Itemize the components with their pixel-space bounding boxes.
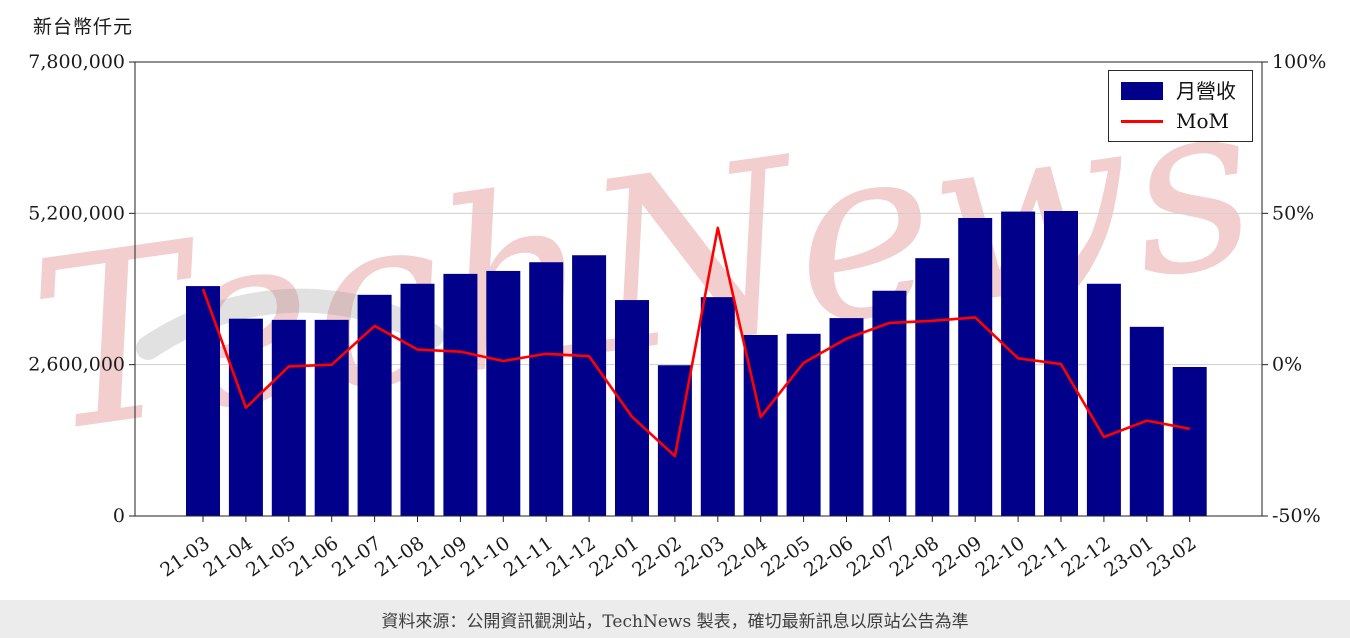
- y-axis-unit-label: 新台幣仟元: [33, 16, 134, 38]
- x-axis-label: 22-04: [714, 532, 771, 581]
- left-axis-label: 7,800,000: [28, 51, 125, 73]
- right-axis-label: 50%: [1272, 202, 1314, 224]
- x-axis-label: 22-09: [929, 532, 986, 581]
- revenue-bar: [1086, 283, 1121, 516]
- revenue-bar: [486, 270, 521, 516]
- revenue-bar: [829, 318, 864, 516]
- x-axis-label: 23-01: [1100, 532, 1157, 581]
- revenue-bar: [1001, 211, 1036, 517]
- x-axis-label: 21-12: [542, 532, 599, 581]
- source-footer: 資料來源：公開資訊觀測站，TechNews 製表，確切最新訊息以原站公告為準: [0, 600, 1350, 638]
- x-axis-label: 22-08: [886, 532, 943, 581]
- revenue-bar: [615, 300, 649, 516]
- x-axis-label: 22-12: [1057, 532, 1114, 581]
- x-axis-label: 21-03: [156, 532, 213, 581]
- revenue-bar: [400, 283, 435, 516]
- revenue-bar: [529, 262, 564, 516]
- x-axis-label: 22-11: [1014, 532, 1071, 581]
- revenue-bar: [357, 294, 392, 516]
- x-axis-label: 22-10: [971, 532, 1028, 581]
- x-axis-label: 21-06: [285, 532, 342, 581]
- left-axis-label: 0: [113, 505, 125, 527]
- x-axis-label: 21-05: [242, 532, 299, 581]
- x-axis-label: 21-11: [500, 532, 557, 581]
- revenue-bar: [872, 290, 907, 516]
- legend-label-revenue: 月營收: [1176, 79, 1236, 103]
- x-axis-label: 21-08: [371, 532, 428, 581]
- revenue-bar: [958, 217, 993, 516]
- revenue-bar: [314, 319, 349, 516]
- x-axis-label: 22-01: [585, 532, 642, 581]
- x-axis-label: 23-02: [1143, 532, 1200, 581]
- revenue-bar: [1172, 366, 1207, 516]
- right-axis-label: 0%: [1272, 354, 1302, 376]
- left-axis-label: 5,200,000: [28, 202, 125, 224]
- revenue-bar-swatch: [1121, 82, 1163, 100]
- watermark-swoosh: [136, 288, 444, 360]
- source-text: 資料來源：公開資訊觀測站，TechNews 製表，確切最新訊息以原站公告為準: [381, 611, 969, 632]
- legend-item-mom: MoM: [1121, 111, 1236, 131]
- right-axis-label: -50%: [1272, 505, 1321, 527]
- revenue-bar: [443, 273, 478, 516]
- revenue-bar: [572, 255, 607, 516]
- revenue-bar: [228, 318, 263, 516]
- revenue-bar: [271, 319, 306, 516]
- right-axis-label: 100%: [1272, 51, 1326, 73]
- x-axis-label: 21-04: [199, 532, 256, 581]
- legend-item-revenue: 月營收: [1121, 81, 1236, 101]
- x-axis-label: 22-03: [671, 532, 728, 581]
- x-axis-label: 22-05: [757, 532, 814, 581]
- legend-label-mom: MoM: [1176, 109, 1229, 133]
- mom-line-swatch: [1121, 119, 1163, 123]
- revenue-mom-chart: TechNews02,600,0005,200,0007,800,000-50%…: [17, 45, 1326, 582]
- revenue-bar: [186, 286, 220, 516]
- mom-line: [201, 226, 1190, 458]
- revenue-bar: [700, 297, 735, 516]
- x-axis-label: 22-07: [843, 532, 900, 581]
- plot-border: [134, 61, 1263, 517]
- x-axis-label: 22-02: [628, 532, 685, 581]
- x-axis-label: 21-07: [328, 532, 385, 581]
- x-axis-label: 21-09: [414, 532, 471, 581]
- x-axis-label: 21-10: [457, 532, 514, 581]
- chart-legend: 月營收 MoM: [1108, 70, 1253, 142]
- x-axis-label: 22-06: [800, 532, 857, 581]
- revenue-bar: [915, 258, 950, 516]
- left-axis-label: 2,600,000: [28, 354, 125, 376]
- revenue-bar: [786, 333, 821, 516]
